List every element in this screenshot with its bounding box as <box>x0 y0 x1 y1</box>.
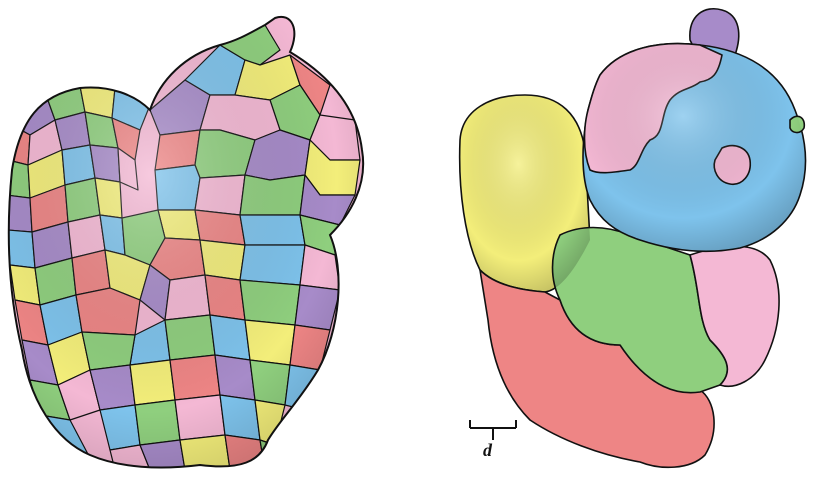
scale-bar-label: d <box>483 440 492 460</box>
arm-region <box>689 245 780 387</box>
torso-region <box>551 226 729 394</box>
scale-bar <box>469 420 517 440</box>
left-segmented-model <box>7 15 365 469</box>
right-segmented-model <box>458 8 807 469</box>
